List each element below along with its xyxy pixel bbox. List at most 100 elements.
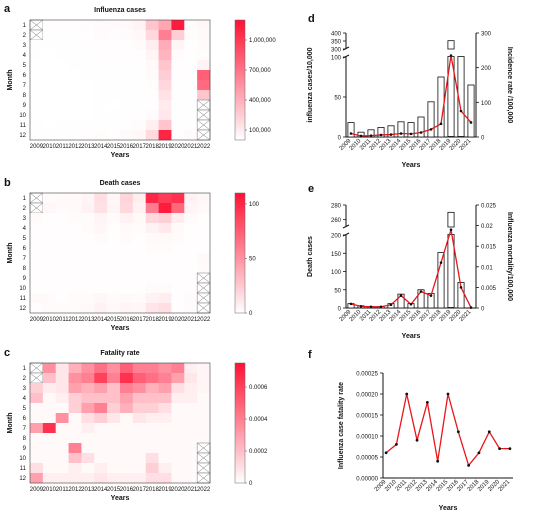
month-tick-label: 5 — [23, 406, 27, 412]
axis-break-mark — [342, 224, 350, 229]
heatmap-cell — [107, 213, 121, 224]
heatmap-cell — [184, 453, 198, 464]
heatmap-cell — [171, 393, 185, 404]
heatmap-cell — [30, 263, 44, 274]
heatmap-cell — [94, 383, 108, 394]
missing-cross — [29, 29, 44, 41]
month-tick-label: 1 — [23, 366, 27, 372]
heatmap-cell — [42, 193, 57, 204]
y-axis-label: Influenza case fatality rate — [338, 382, 345, 469]
heatmap-cell — [158, 110, 172, 121]
heatmap-cell — [68, 193, 82, 204]
bar — [397, 121, 405, 138]
heatmap-cell — [55, 403, 69, 414]
heatmap-cell — [42, 253, 57, 264]
heatmap-cell — [81, 293, 95, 304]
heatmap-cell — [68, 253, 82, 264]
heatmap-cell — [158, 413, 172, 424]
year-tick-label: 2022 — [197, 317, 211, 323]
heatmap-cell — [30, 443, 44, 454]
y-axis-label: Month — [7, 243, 14, 264]
heatmap-cell — [81, 80, 95, 91]
heatmap-cell — [94, 70, 108, 81]
heatmap-cell — [81, 70, 95, 81]
heatmap-cell — [120, 80, 134, 91]
colorbar — [234, 19, 246, 141]
line-point — [409, 132, 413, 136]
heatmap-cell — [94, 263, 108, 274]
x-axis-label: Years — [111, 495, 130, 502]
heatmap-cell — [120, 363, 134, 374]
heatmap-cell — [30, 253, 44, 264]
heatmap-cell — [120, 110, 134, 121]
heatmap-cell — [158, 453, 172, 464]
heatmap-cell — [184, 253, 198, 264]
heatmap-cell — [171, 70, 185, 81]
heatmap-cell — [42, 50, 57, 61]
heatmap-cell — [30, 60, 44, 71]
heatmap-cell — [81, 130, 95, 141]
heatmap-cell — [94, 283, 108, 294]
year-tick-label: 2018 — [145, 317, 159, 323]
heatmap-cell — [107, 403, 121, 414]
x-tick-label: 2021 — [459, 138, 473, 152]
heatmap-cell — [94, 253, 108, 264]
heatmap-cell — [68, 423, 82, 434]
heatmap-cell — [107, 30, 121, 41]
heatmap-cell — [197, 203, 211, 214]
line-point — [469, 121, 473, 124]
year-tick-label: 2017 — [133, 144, 147, 150]
heatmap-cell — [120, 373, 134, 384]
heatmap-cell — [120, 383, 134, 394]
month-tick-label: 2 — [23, 33, 27, 39]
missing-cross — [196, 282, 211, 294]
heatmap-cell — [158, 223, 172, 234]
month-tick-label: 9 — [23, 276, 27, 282]
year-tick-label: 2021 — [184, 317, 198, 323]
heatmap-cell — [184, 243, 198, 254]
month-tick-label: 5 — [23, 236, 27, 242]
year-tick-label: 2018 — [145, 144, 159, 150]
heatmap-cell — [107, 223, 121, 234]
heatmap-cell — [68, 363, 82, 374]
heatmap-cell — [55, 253, 69, 264]
bar — [457, 282, 465, 309]
heatmap-cell — [55, 130, 69, 141]
heatmap-cell — [81, 203, 95, 214]
month-tick-label: 1 — [23, 23, 27, 29]
panel-label-e: e — [308, 183, 314, 195]
month-tick-label: 11 — [20, 123, 27, 129]
heatmap-cell — [68, 90, 82, 101]
line-point — [467, 464, 471, 467]
heatmap-title: Fatality rate — [100, 350, 139, 357]
line-point — [439, 122, 443, 126]
heatmap-cell — [184, 120, 198, 131]
missing-cross — [196, 452, 211, 464]
line-point — [419, 131, 423, 134]
month-tick-label: 11 — [20, 296, 27, 302]
heatmap-cell — [120, 100, 134, 111]
month-tick-label: 8 — [23, 436, 27, 442]
heatmap-cell — [94, 443, 108, 454]
heatmap-cell — [158, 253, 172, 264]
year-tick-label: 2015 — [107, 144, 121, 150]
heatmap-cell — [158, 203, 172, 214]
heatmap-cell — [55, 60, 69, 71]
heatmap-cell — [158, 463, 172, 474]
heatmap-cell — [30, 110, 44, 121]
heatmap-cell — [107, 423, 121, 434]
y2-tick-label: 0 — [481, 307, 485, 313]
heatmap-cell — [68, 80, 82, 91]
heatmap-cell — [55, 413, 69, 424]
heatmap-cell — [94, 363, 108, 374]
heatmap-cell — [171, 443, 185, 454]
panel-label-b: b — [4, 177, 11, 189]
heatmap-cell — [145, 30, 159, 41]
heatmap-cell — [171, 110, 185, 121]
heatmap-cell — [132, 453, 147, 464]
month-tick-label: 8 — [23, 266, 27, 272]
heatmap-cell — [68, 120, 82, 131]
